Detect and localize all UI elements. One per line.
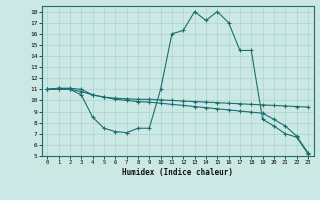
X-axis label: Humidex (Indice chaleur): Humidex (Indice chaleur) — [122, 168, 233, 177]
